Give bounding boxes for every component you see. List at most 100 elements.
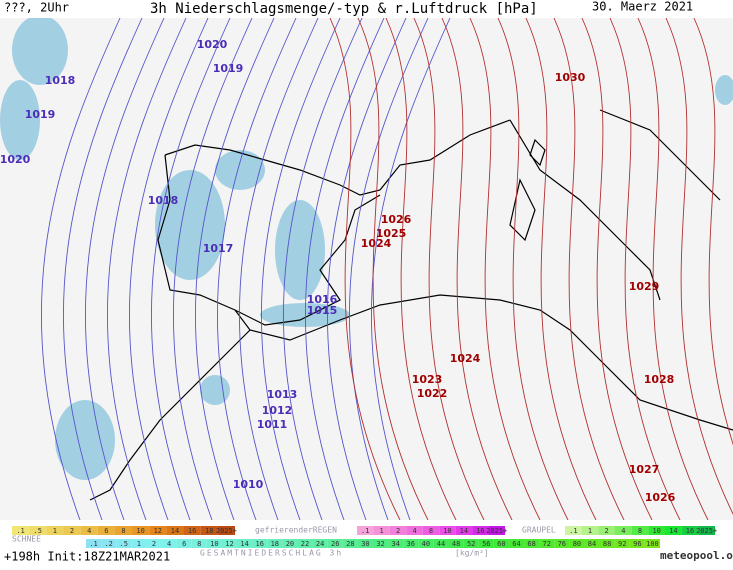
isobar-label: 1027 — [629, 463, 660, 476]
legend-label: 14 — [460, 527, 468, 535]
isobar-low — [239, 17, 319, 521]
isobar-high — [609, 17, 681, 521]
legend-label: 2025+ — [486, 527, 507, 535]
legend-label: 64 — [512, 540, 520, 548]
legend-swatch — [206, 539, 222, 548]
legend-label: 18 — [205, 527, 213, 535]
legend-label: .1 — [89, 540, 97, 548]
legend-swatch — [217, 526, 235, 535]
precipitation — [0, 15, 733, 480]
header-title: 3h Niederschlagsmenge/-typ & r.Luftdruck… — [150, 1, 538, 17]
legend-swatch — [631, 526, 649, 535]
isobar-low — [195, 17, 275, 521]
isobar-high — [329, 17, 401, 521]
isobar-label: 1018 — [148, 194, 179, 207]
isobar-label: 1010 — [233, 478, 264, 491]
legend-swatch — [166, 526, 184, 535]
isobar-low — [173, 17, 253, 521]
isobar-low — [261, 17, 341, 521]
legend-label: 12 — [154, 527, 162, 535]
legend-label: 72 — [542, 540, 550, 548]
legend-label: 2025+ — [216, 527, 237, 535]
header-date: 30. Maerz 2021 — [592, 0, 693, 14]
legend-label: 4 — [412, 527, 416, 535]
header-bar — [0, 0, 733, 18]
legend-swatch — [237, 539, 253, 548]
legend-label: 10 — [652, 527, 660, 535]
isobar-label: 1026 — [381, 213, 412, 226]
isobar-label: 1024 — [361, 237, 392, 250]
legend-swatch — [267, 539, 283, 548]
legend-swatch — [433, 539, 449, 548]
legend-label: 48 — [452, 540, 460, 548]
legend-label: 26 — [331, 540, 339, 548]
isobar-label: 1020 — [0, 153, 31, 166]
legend-swatch — [614, 539, 630, 548]
isobar-label: 1020 — [197, 38, 228, 51]
legend-label: 1 — [53, 527, 57, 535]
isobar-high — [385, 17, 457, 521]
legend-label: 28 — [346, 540, 354, 548]
legend-label: .1 — [361, 527, 369, 535]
legend-swatch — [406, 526, 423, 535]
isobar-high — [469, 17, 541, 521]
legend-label: 2 — [605, 527, 609, 535]
legend-label: 2 — [396, 527, 400, 535]
isobar-label: 1025 — [376, 227, 407, 240]
legend-label: 34 — [391, 540, 399, 548]
isobar-label: 1019 — [25, 108, 56, 121]
legend-label: 36 — [407, 540, 415, 548]
legend-label: 32 — [376, 540, 384, 548]
legend-label: 20 — [286, 540, 294, 548]
legend-label: 52 — [467, 540, 475, 548]
legend-swatch — [388, 539, 404, 548]
legend-swatch — [357, 539, 373, 548]
legend-swatch — [373, 539, 389, 548]
legend-swatch — [131, 539, 147, 548]
legend-label: 10 — [136, 527, 144, 535]
isobar-high — [581, 17, 653, 521]
isobar-high — [413, 17, 485, 521]
isobar-low — [371, 17, 451, 521]
isobar-low — [85, 17, 165, 521]
legend-title: gefrierenderREGEN — [255, 526, 337, 535]
legend-label: 84 — [588, 540, 596, 548]
legend-swatch — [644, 539, 660, 548]
legend-label: 6 — [182, 540, 186, 548]
legend-swatch — [29, 526, 47, 535]
isobar-high — [693, 17, 733, 446]
isobar-label: 1022 — [417, 387, 448, 400]
legend-swatch — [252, 539, 268, 548]
legend-swatch — [478, 539, 494, 548]
legend-swatch — [312, 539, 328, 548]
legend-swatch — [422, 526, 440, 535]
legend-swatch — [86, 539, 102, 548]
legend-swatch — [183, 526, 201, 535]
isobar-low — [217, 17, 297, 521]
isobar-high — [441, 17, 513, 521]
legend-label: 24 — [316, 540, 324, 548]
legend-swatch — [455, 526, 473, 535]
legend-label: 6 — [104, 527, 108, 535]
legend-label: 12 — [225, 540, 233, 548]
isobar-label: 1029 — [629, 280, 660, 293]
legend-swatch — [200, 526, 218, 535]
legend-label: 1 — [588, 527, 592, 535]
legend-label: 4 — [87, 527, 91, 535]
legend-swatch — [599, 539, 615, 548]
legend-swatch — [63, 526, 81, 535]
legend-swatch — [176, 539, 192, 548]
legend-label: 56 — [482, 540, 490, 548]
legend-swatch — [282, 539, 298, 548]
legend-title: GRAUPEL — [522, 526, 556, 535]
legend-unit: [kg/m²] — [455, 549, 489, 558]
legend-label: 92 — [618, 540, 626, 548]
legend-swatch — [114, 526, 133, 535]
isobar-high — [497, 17, 569, 521]
legend-swatch — [581, 526, 599, 535]
legend-label: 40 — [422, 540, 430, 548]
legend-swatch — [191, 539, 207, 548]
legend-swatch — [132, 526, 150, 535]
legend-label: .5 — [34, 527, 42, 535]
isobar-label: 1017 — [203, 242, 234, 255]
